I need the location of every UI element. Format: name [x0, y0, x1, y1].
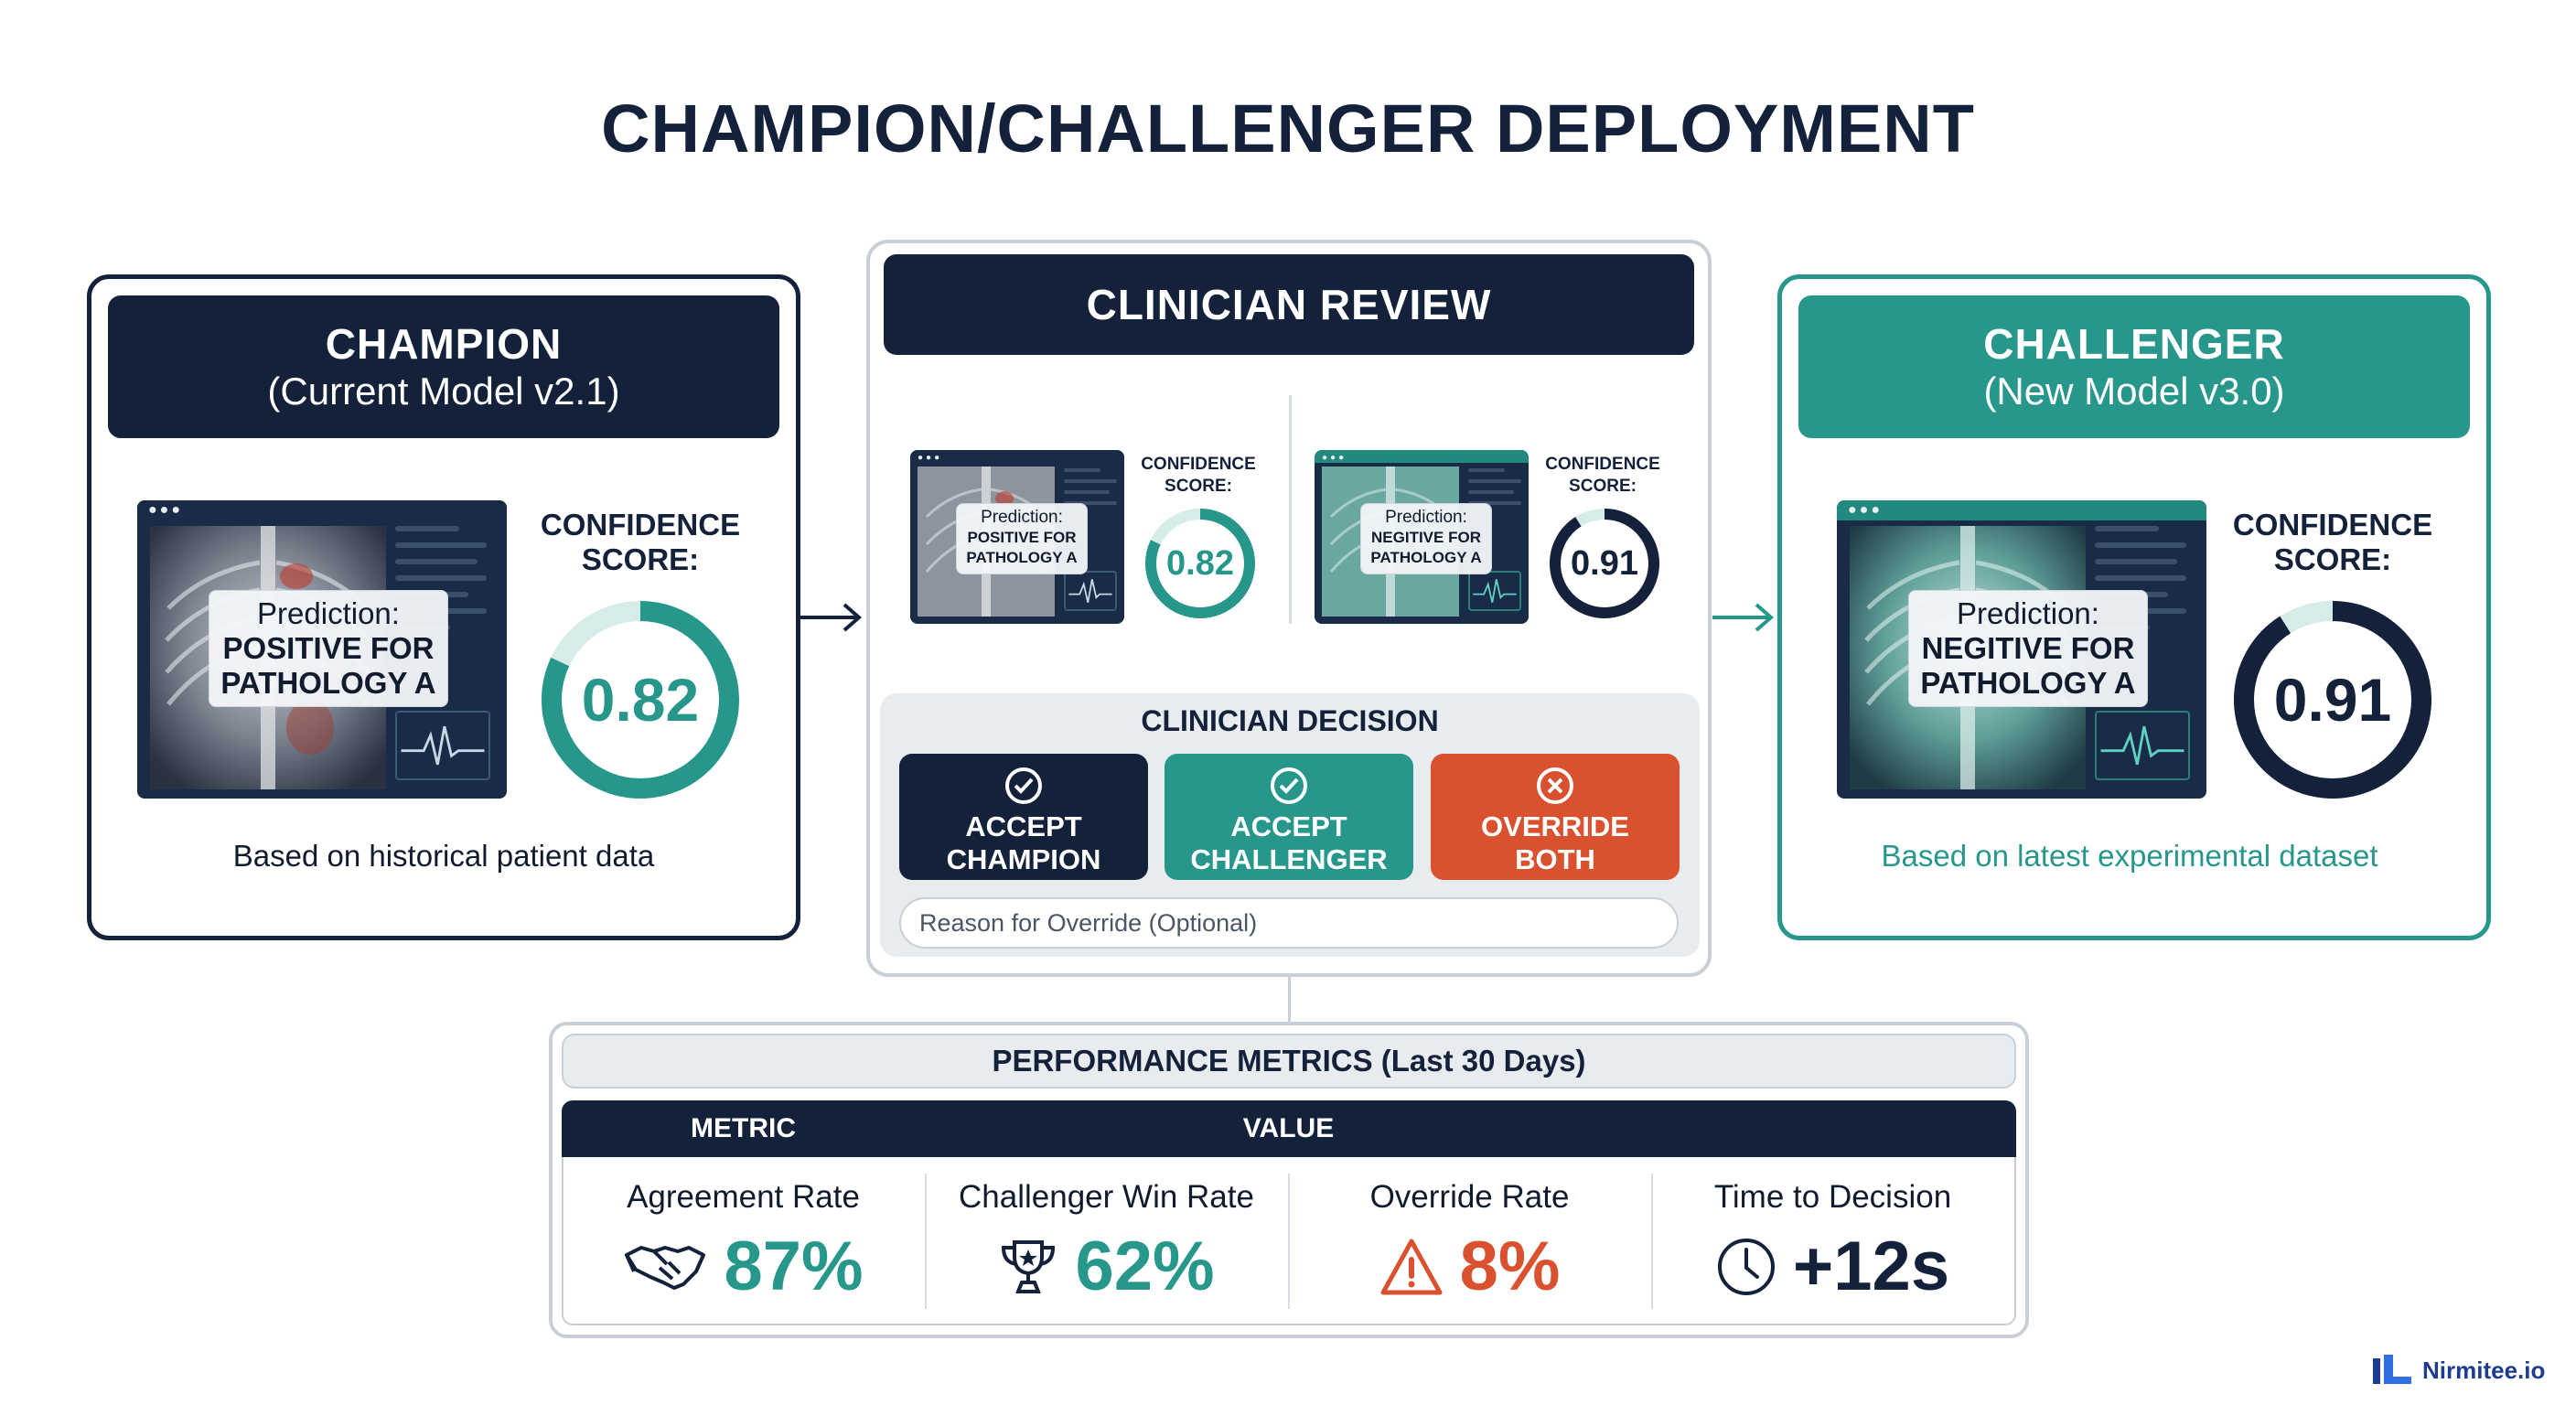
- review-champion-xray-window: ●●● Prediction: POSITIVE FOR PATHOLOGY A: [910, 450, 1124, 624]
- champion-confidence-ring: [542, 601, 739, 799]
- challenger-confidence-ring: [2234, 601, 2431, 799]
- metrics-table-header: METRIC VALUE: [562, 1100, 2016, 1157]
- challenger-title: CHALLENGER: [1983, 320, 2285, 368]
- review-champion-confidence-label: CONFIDENCE SCORE:: [1141, 455, 1256, 496]
- accept-challenger-button[interactable]: ACCEPT CHALLENGER: [1165, 754, 1413, 880]
- metric-value: 8%: [1459, 1228, 1561, 1305]
- nirmitee-logo-icon: [2373, 1355, 2411, 1384]
- metric-divider: [1651, 1174, 1653, 1309]
- review-champion-score: 0.82: [1166, 544, 1234, 583]
- champion-confidence-label: CONFIDENCE SCORE:: [540, 508, 741, 576]
- challenger-header: CHALLENGER (New Model v3.0): [1798, 295, 2470, 438]
- ecg-icon: [1064, 571, 1117, 611]
- challenger-xray-window: ●●●: [1837, 500, 2206, 799]
- check-circle-icon: [1005, 767, 1042, 804]
- champion-header: CHAMPION (Current Model v2.1): [108, 295, 779, 438]
- challenger-prediction-label: Prediction: NEGITIVE FOR PATHOLOGY A: [1908, 590, 2148, 707]
- arrow-right-icon: [800, 603, 863, 632]
- review-challenger-xray-window: ●●● Prediction: NEGITIVE FOR PATHOLOGY A: [1315, 450, 1529, 624]
- review-challenger-prediction-label: Prediction: NEGITIVE FOR PATHOLOGY A: [1360, 503, 1492, 574]
- clinician-review-header: CLINICIAN REVIEW: [884, 254, 1694, 355]
- x-circle-icon: [1537, 767, 1573, 804]
- challenger-panel: CHALLENGER (New Model v3.0) ●●●: [1777, 274, 2491, 940]
- metric-challenger-win-rate: Challenger Win Rate 62%: [925, 1157, 1288, 1325]
- column-header-value: VALUE: [1242, 1113, 1335, 1143]
- metric-divider: [1288, 1174, 1290, 1309]
- ecg-icon: [2095, 711, 2190, 780]
- challenger-footer: Based on latest experimental dataset: [1881, 839, 2378, 873]
- review-challenger-confidence-ring: [1550, 509, 1659, 618]
- review-champion-prediction-label: Prediction: POSITIVE FOR PATHOLOGY A: [956, 503, 1088, 574]
- accept-champion-button[interactable]: ACCEPT CHAMPION: [899, 754, 1148, 880]
- arrow-right-icon: [1712, 603, 1775, 632]
- metric-time-to-decision: Time to Decision +12s: [1651, 1157, 2014, 1325]
- review-challenger-score: 0.91: [1571, 544, 1638, 583]
- window-dots-icon: ●●●: [148, 502, 183, 518]
- champion-prediction-label: Prediction: POSITIVE FOR PATHOLOGY A: [209, 590, 448, 707]
- metric-divider: [925, 1174, 927, 1309]
- challenger-subtitle: (New Model v3.0): [1983, 370, 2285, 413]
- performance-metrics-title: PERFORMANCE METRICS (Last 30 Days): [562, 1034, 2016, 1089]
- metric-name: Agreement Rate: [627, 1179, 860, 1215]
- review-champion-confidence-ring: [1145, 509, 1255, 618]
- metric-override-rate: Override Rate 8%: [1288, 1157, 1651, 1325]
- champion-subtitle: (Current Model v2.1): [267, 370, 620, 413]
- window-dots-icon: ●●●: [1322, 453, 1347, 463]
- metric-agreement-rate: Agreement Rate 87%: [562, 1157, 925, 1325]
- review-challenger-confidence-label: CONFIDENCE SCORE:: [1545, 455, 1660, 496]
- center-divider: [1289, 395, 1292, 624]
- brand-logo[interactable]: Nirmitee.io: [2373, 1352, 2545, 1389]
- champion-xray-window: ●●●: [137, 500, 507, 799]
- metric-name: Challenger Win Rate: [959, 1179, 1254, 1215]
- brand-name: Nirmitee.io: [2422, 1356, 2546, 1384]
- metric-value: +12s: [1792, 1228, 1950, 1305]
- handshake-icon: [625, 1245, 706, 1290]
- window-dots-icon: ●●●: [1848, 502, 1883, 518]
- window-dots-icon: ●●●: [918, 453, 943, 463]
- check-circle-icon: [1271, 767, 1307, 804]
- metric-name: Time to Decision: [1713, 1179, 1952, 1215]
- champion-confidence-score: 0.82: [581, 666, 700, 734]
- challenger-confidence-score: 0.91: [2273, 666, 2392, 734]
- metric-value: 87%: [724, 1228, 864, 1305]
- challenger-confidence-label: CONFIDENCE SCORE:: [2232, 508, 2433, 576]
- champion-title: CHAMPION: [325, 320, 563, 368]
- metric-name: Override Rate: [1369, 1179, 1570, 1215]
- connector-line: [1288, 977, 1291, 1023]
- clock-icon: [1717, 1238, 1775, 1295]
- override-both-button[interactable]: OVERRIDE BOTH: [1431, 754, 1680, 880]
- clinician-decision-title: CLINICIAN DECISION: [1141, 704, 1439, 737]
- override-reason-input[interactable]: [899, 897, 1679, 949]
- trophy-icon: [1002, 1239, 1056, 1293]
- champion-panel: CHAMPION (Current Model v2.1) ●●●: [87, 274, 800, 940]
- champion-footer: Based on historical patient data: [232, 839, 655, 873]
- ecg-icon: [395, 711, 490, 780]
- column-header-metric: METRIC: [691, 1113, 796, 1143]
- page-title: CHAMPION/CHALLENGER DEPLOYMENT: [601, 91, 1975, 166]
- ecg-icon: [1468, 571, 1521, 611]
- metric-value: 62%: [1075, 1228, 1215, 1305]
- warning-icon: [1380, 1239, 1443, 1294]
